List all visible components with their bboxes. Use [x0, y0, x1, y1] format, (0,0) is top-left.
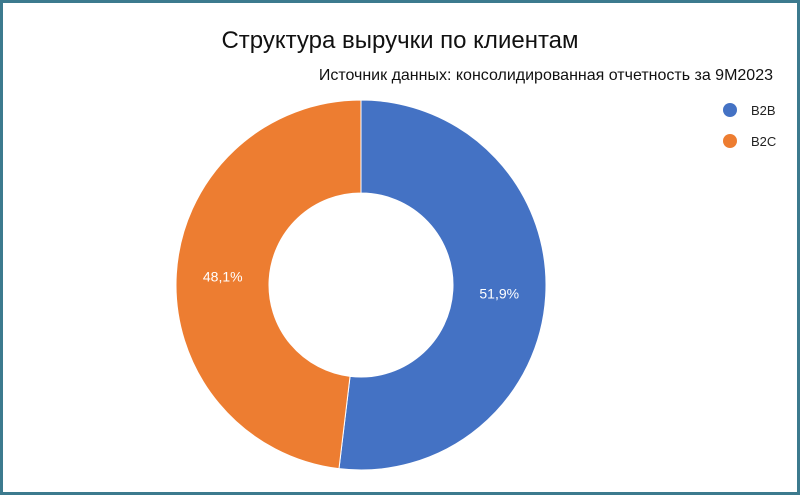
slice-label-b2b: 51,9%	[479, 285, 519, 301]
donut-chart: 51,9% 48,1%	[175, 99, 547, 471]
chart-title: Структура выручки по клиентам	[221, 27, 579, 54]
legend-label-b2b: B2B	[751, 102, 776, 118]
chart-subtitle: Источник данных: консолидированная отчет…	[318, 67, 773, 84]
slice-b2c[interactable]	[175, 99, 362, 470]
legend-item-b2c[interactable]: B2C	[723, 131, 776, 151]
legend-dot-b2b	[723, 103, 737, 117]
legend-label-b2c: B2C	[751, 133, 777, 149]
legend: B2B B2C	[723, 100, 776, 162]
legend-dot-b2c	[723, 134, 737, 148]
slice-b2b[interactable]	[338, 99, 547, 471]
legend-item-b2b[interactable]: B2B	[723, 100, 776, 120]
slice-label-b2c: 48,1%	[203, 269, 243, 285]
